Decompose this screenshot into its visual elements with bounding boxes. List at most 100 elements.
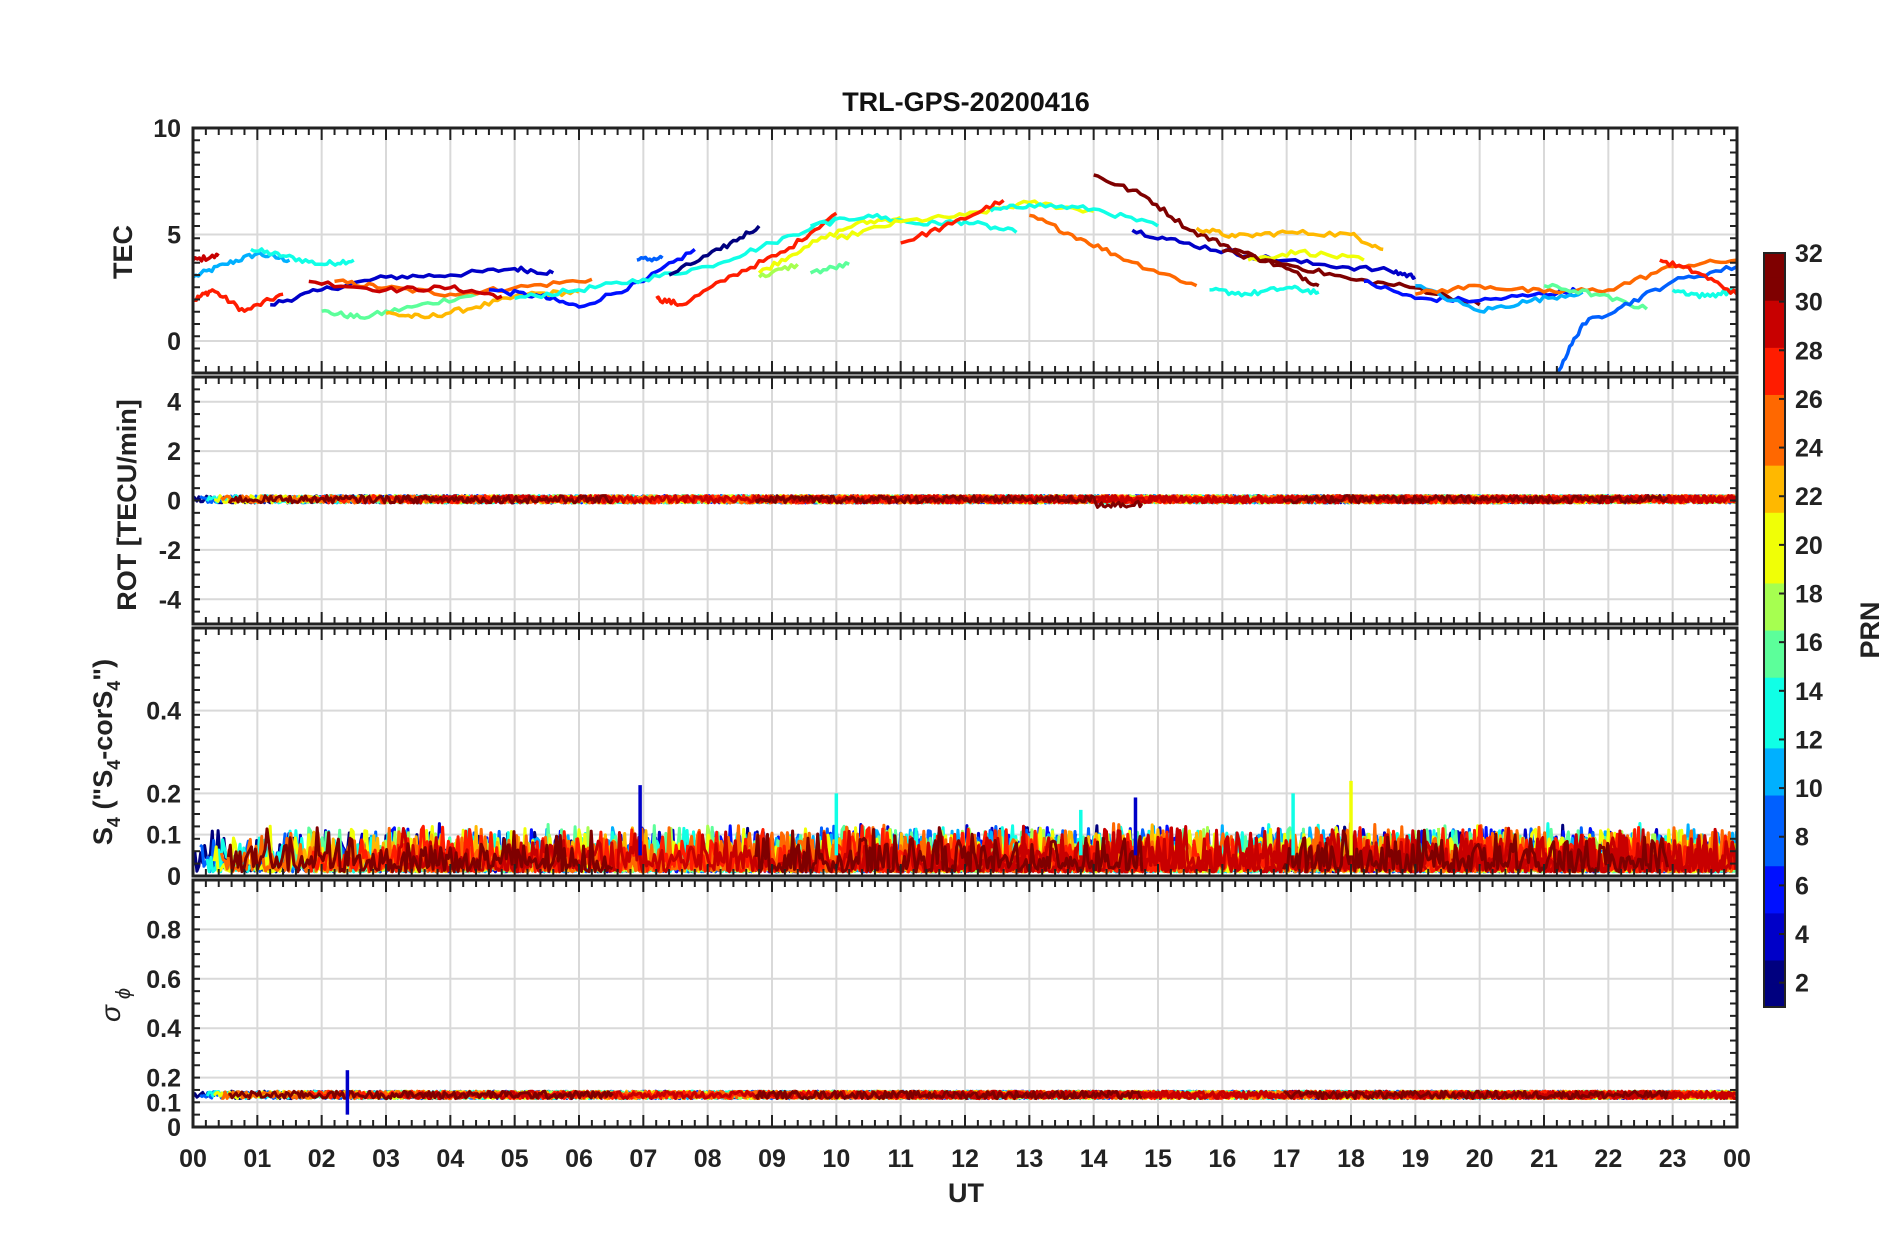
colorbar-segment [1764,465,1785,490]
y-tick-label: 0.2 [146,780,181,808]
colorbar-tick-label: 12 [1795,726,1823,754]
tec-series-prn-3 [270,265,555,307]
y-tick-label: 0.2 [146,1065,181,1093]
colorbar-segment [1764,559,1785,584]
colorbar-segment [1764,771,1785,796]
colorbar-segment [1764,724,1785,749]
colorbar-segment [1764,606,1785,631]
colorbar-segment [1764,323,1785,348]
tec-series-prn-32 [1093,173,1320,288]
colorbar-segment [1764,983,1785,1008]
colorbar-segment [1764,700,1785,725]
y-tick-label: 0.8 [146,916,181,944]
tec-series-prn-27 [193,288,284,313]
colorbar-tick-label: 2 [1795,970,1809,998]
x-tick-label: 22 [1594,1145,1622,1173]
sigma-phi-panel: 00.10.2 0.4 0.6 0.8 [146,878,1739,1142]
y-tick-label: 0 [167,488,181,516]
tec-series-prn-17 [757,263,799,279]
y-tick-label: 0 [167,1114,181,1142]
colorbar-segment [1764,865,1785,890]
tec-series-prn-23 [1195,226,1384,252]
colorbar-segment [1764,300,1785,325]
x-tick-label: 00 [179,1145,207,1173]
tec-series-prn-28 [900,199,1005,245]
tec-series-prn-12 [250,247,355,267]
colorbar-tick-label: 10 [1795,775,1823,803]
s4-ylabel-text: S4 ("S4-corS4") [88,659,124,845]
colorbar-label: PRN [1855,601,1885,658]
data-traces [193,494,1737,509]
tec-series-prn-29 [193,252,220,263]
x-tick-label: 21 [1530,1145,1558,1173]
x-tick-label: 17 [1273,1145,1301,1173]
y-tick-label: 5 [167,222,181,250]
tec-series-prn-24 [1028,213,1198,288]
tec-series-prn-4 [1131,228,1417,280]
x-tick-label: 10 [822,1145,850,1173]
colorbar-tick-label: 30 [1795,289,1823,317]
rot-panel: -4 -2 0 2 4 [159,375,1739,626]
colorbar-segment [1764,535,1785,560]
x-axis-label: UT [948,1178,984,1208]
y-tick-label: 0.6 [146,966,181,994]
colorbar-tick-label: 16 [1795,629,1823,657]
tec-series-prn-28 [655,211,838,307]
x-axis-ticks: 00 01 02 03 04 05 06 07 08 09 10 11 12 13 14 15 16 17 18 19… [179,1145,1751,1173]
x-tick-label: 15 [1144,1145,1172,1173]
tec-series-prn-2 [668,224,761,277]
colorbar-segment [1764,630,1785,655]
tec-series-prn-20 [757,215,902,275]
colorbar-tick-label: 6 [1795,872,1809,900]
sigma-phi-ylabel-text: σϕ [95,988,135,1022]
colorbar-segment [1764,959,1785,985]
trace-prn-32 [227,494,1669,509]
colorbar-segment [1764,417,1785,443]
trace-prn-32 [226,826,1669,874]
x-tick-label: 20 [1466,1145,1494,1173]
colorbar-tick-label: 28 [1795,337,1823,365]
colorbar-segment [1764,818,1785,843]
trace-prn-32 [228,1089,1669,1101]
colorbar-tick-label: 18 [1795,581,1823,609]
tec-series-prn-16 [321,292,477,320]
x-tick-label: 04 [436,1145,464,1173]
x-tick-label: 01 [243,1145,271,1173]
colorbar-segment [1764,677,1785,702]
data-traces [193,173,1737,373]
y-tick-label: 0.4 [146,698,181,726]
colorbar-tick-label: 20 [1795,532,1823,560]
data-traces [193,780,1737,874]
rot-ylabel: ROT [TECU/min] [112,399,142,610]
sigma-phi-ylabel: σϕ [95,988,135,1022]
x-tick-label: 06 [565,1145,593,1173]
colorbar-segment [1764,912,1785,937]
tec-series-prn-11 [1415,283,1584,314]
colorbar-tick-label: 24 [1795,435,1823,463]
colorbar-segment [1764,794,1785,820]
y-tick-label: -2 [159,537,181,565]
colorbar-tick-label: 32 [1795,240,1823,268]
colorbar-segment [1764,253,1785,278]
colorbar-segment [1764,582,1785,608]
x-tick-label: 02 [308,1145,336,1173]
colorbar-segment [1764,889,1785,914]
tec-panel: 0 5 10 [153,115,1739,375]
colorbar-segment [1764,441,1785,466]
x-tick-label: 00 [1723,1145,1751,1173]
colorbar-frame [1763,252,1786,1008]
x-tick-label: 16 [1208,1145,1236,1173]
y-tick-label: 0.4 [146,1015,181,1043]
colorbar-segment [1764,936,1785,961]
x-tick-label: 14 [1080,1145,1108,1173]
colorbar-segment [1764,370,1785,395]
tec-series-prn-8 [1555,264,1737,373]
y-tick-label: 4 [167,389,181,417]
colorbar-segment [1764,747,1785,772]
tec-series-prn-13 [989,202,1159,228]
tec-series-prn-29 [308,279,503,300]
y-tick-label: 0 [167,863,181,891]
colorbar-segment [1764,653,1785,678]
tec-series-prn-14 [1671,286,1737,300]
tec-series-prn-25 [334,277,593,298]
